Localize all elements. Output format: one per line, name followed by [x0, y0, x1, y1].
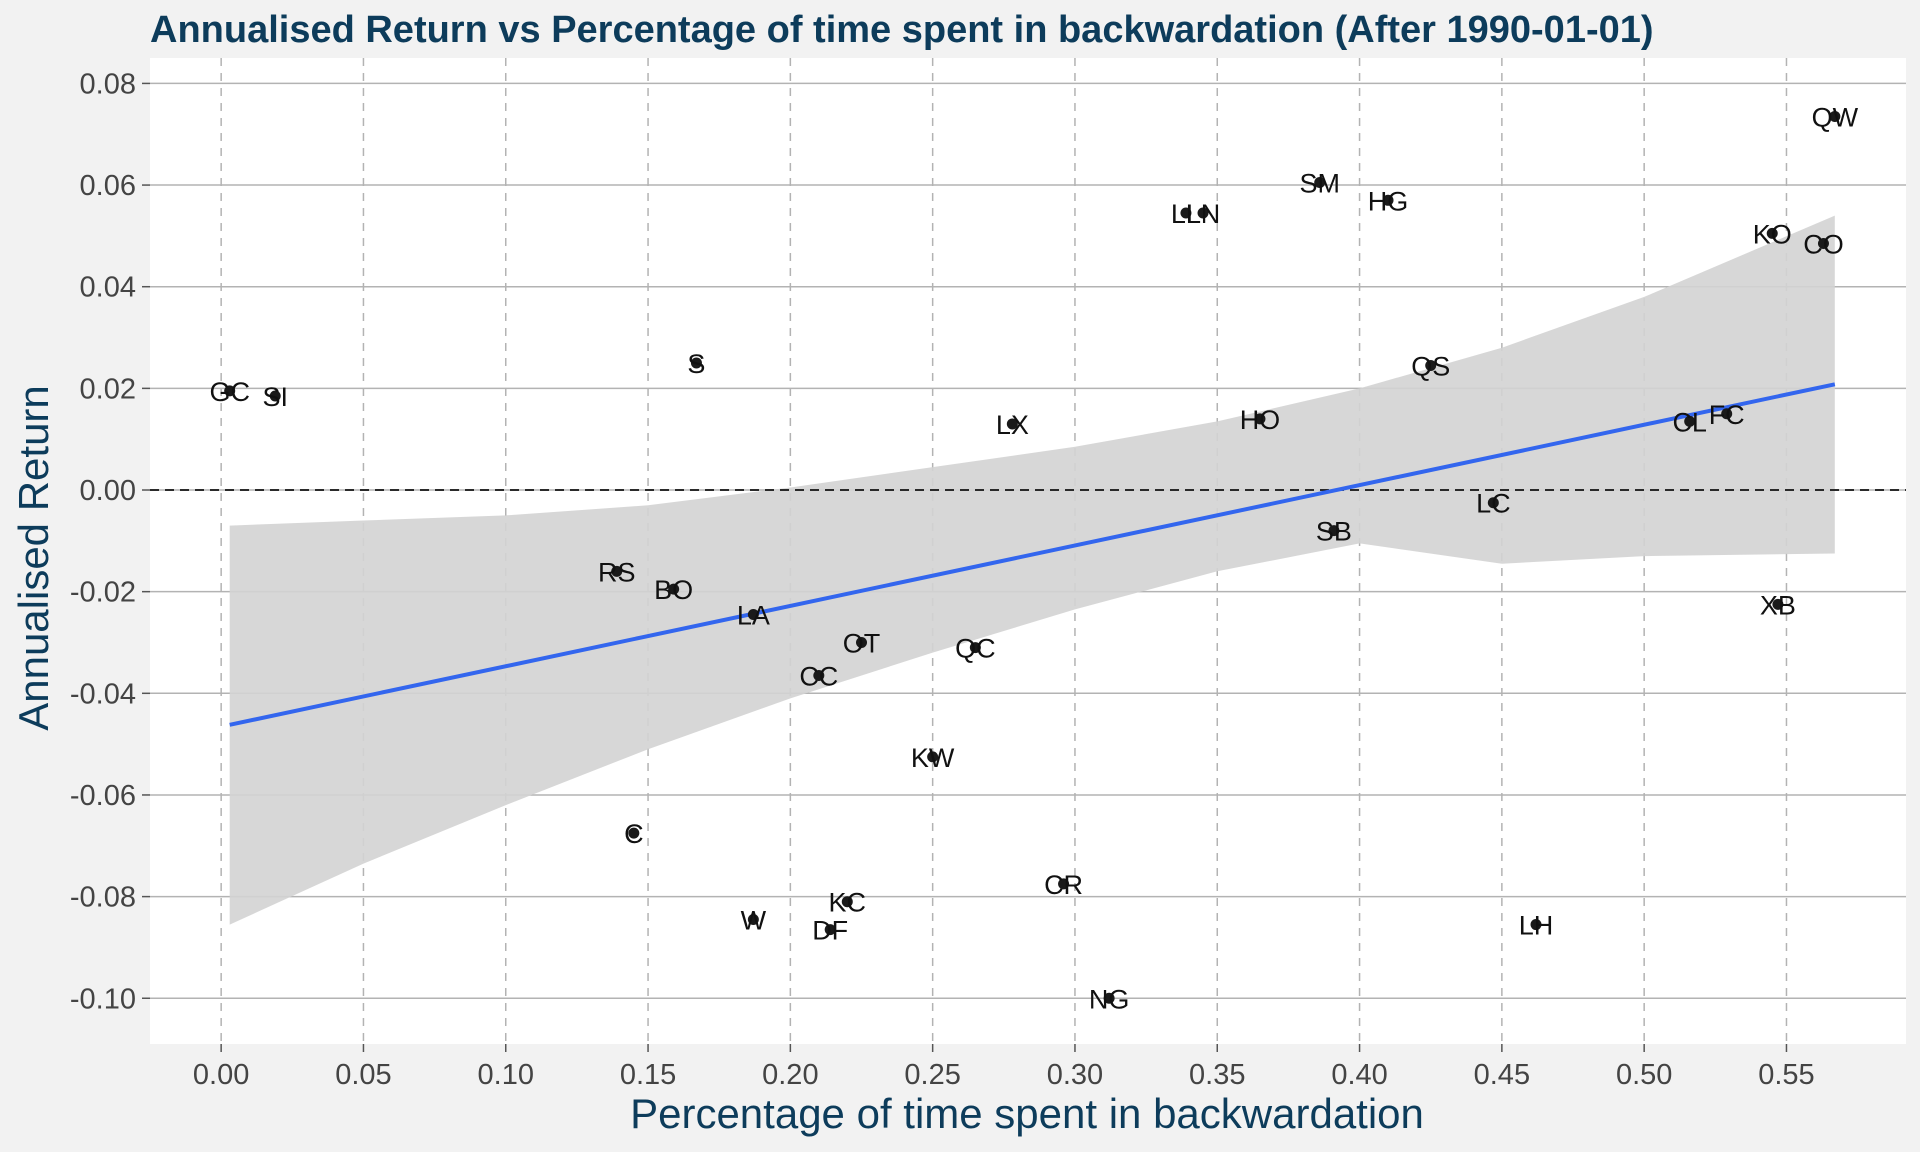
y-tick-label: 0.04 [80, 272, 136, 304]
point-label: QS [1411, 351, 1450, 381]
data-point [747, 609, 759, 621]
point-label: LC [1476, 489, 1511, 519]
point-label: DF [812, 916, 848, 946]
data-point [1772, 598, 1784, 610]
point-label: LH [1519, 911, 1554, 941]
confidence-band [229, 215, 1835, 925]
y-tick-label: -0.04 [70, 678, 136, 710]
data-point [1817, 238, 1829, 250]
x-tick-label: 0.05 [335, 1059, 391, 1091]
x-tick-label: 0.45 [1474, 1059, 1530, 1091]
point-label: SB [1316, 517, 1352, 547]
point-label: LN [1186, 199, 1221, 229]
point-label: RS [598, 557, 636, 587]
data-point [969, 642, 981, 654]
point-label: QW [1812, 102, 1859, 132]
point-label: HG [1368, 186, 1409, 216]
data-points [224, 110, 1841, 1004]
y-tick-label: 0.06 [80, 170, 136, 202]
y-tick-label: 0.08 [80, 68, 136, 100]
point-label: HO [1240, 405, 1281, 435]
point-label: CO [1803, 230, 1844, 260]
data-point [1103, 992, 1115, 1004]
data-point [1314, 177, 1326, 189]
data-point [269, 390, 281, 402]
point-label: LX [996, 410, 1029, 440]
x-tick-label: 0.10 [478, 1059, 534, 1091]
point-label: GC [209, 377, 250, 407]
point-label: C [624, 819, 644, 849]
y-axis-ticks: 0.08 0.06 0.04 0.02 0.00 -0.02 -0.04 -0.06 -0.08… [70, 68, 150, 1015]
data-point [1721, 408, 1733, 420]
y-axis-title: Annualised Return [10, 385, 57, 731]
y-tick-label: -0.06 [70, 780, 136, 812]
y-tick-label: -0.10 [70, 983, 136, 1015]
y-tick-label: -0.08 [70, 882, 136, 914]
data-point [841, 896, 853, 908]
data-point [813, 670, 825, 682]
data-point [1530, 919, 1542, 931]
point-label: CC [799, 662, 838, 692]
point-label: SM [1299, 169, 1340, 199]
point-label: LA [737, 601, 770, 631]
point-label: OT [843, 628, 881, 658]
point-label: S [687, 349, 705, 379]
data-point [1058, 878, 1070, 890]
point-label: CR [1044, 870, 1083, 900]
data-point [611, 565, 623, 577]
point-label: KC [829, 888, 867, 918]
x-tick-label: 0.15 [620, 1059, 676, 1091]
trend-line-layer [229, 382, 1836, 727]
x-tick-label: 0.20 [762, 1059, 818, 1091]
data-point [1382, 194, 1394, 206]
point-label: LL [1171, 199, 1201, 229]
x-tick-label: 0.30 [1047, 1059, 1103, 1091]
point-label: KO [1753, 219, 1792, 249]
point-label: SI [262, 382, 288, 412]
data-point [1254, 413, 1266, 425]
y-tick-label: -0.02 [70, 577, 136, 609]
x-tick-label: 0.25 [904, 1059, 960, 1091]
point-label: FC [1709, 400, 1745, 430]
y-tick-label: 0.02 [80, 373, 136, 405]
data-point [824, 924, 836, 936]
x-tick-label: 0.00 [193, 1059, 249, 1091]
point-label: CL [1672, 407, 1707, 437]
data-point [747, 913, 759, 925]
data-point [668, 583, 680, 595]
data-point [628, 827, 640, 839]
x-tick-label: 0.50 [1616, 1059, 1672, 1091]
point-label: W [741, 905, 767, 935]
data-point [1425, 359, 1437, 371]
data-point [1829, 110, 1841, 122]
point-label: XB [1760, 590, 1796, 620]
data-point [1006, 418, 1018, 430]
data-point [690, 357, 702, 369]
x-axis-ticks: 0.00 0.05 0.10 0.15 0.20 0.25 0.30 0.35 0.40 0.45… [193, 1044, 1815, 1091]
data-point [856, 636, 868, 648]
data-point [1328, 525, 1340, 537]
data-point [1766, 227, 1778, 239]
data-point [927, 751, 939, 763]
y-tick-label: 0.00 [80, 475, 136, 507]
data-point [224, 385, 236, 397]
point-label: BO [654, 575, 693, 605]
data-point [1197, 207, 1209, 219]
point-label: NG [1089, 984, 1130, 1014]
x-tick-label: 0.35 [1189, 1059, 1245, 1091]
point-label: KW [911, 743, 955, 773]
data-point [1180, 207, 1192, 219]
confidence-band-layer [229, 215, 1835, 925]
point-label: QC [955, 634, 996, 664]
x-tick-label: 0.40 [1331, 1059, 1387, 1091]
chart-title: Annualised Return vs Percentage of time … [150, 9, 1654, 51]
x-tick-label: 0.55 [1758, 1059, 1814, 1091]
trend-line [229, 382, 1836, 727]
data-point [1487, 497, 1499, 509]
data-point [1684, 415, 1696, 427]
x-axis-title: Percentage of time spent in backwardatio… [630, 1090, 1424, 1137]
